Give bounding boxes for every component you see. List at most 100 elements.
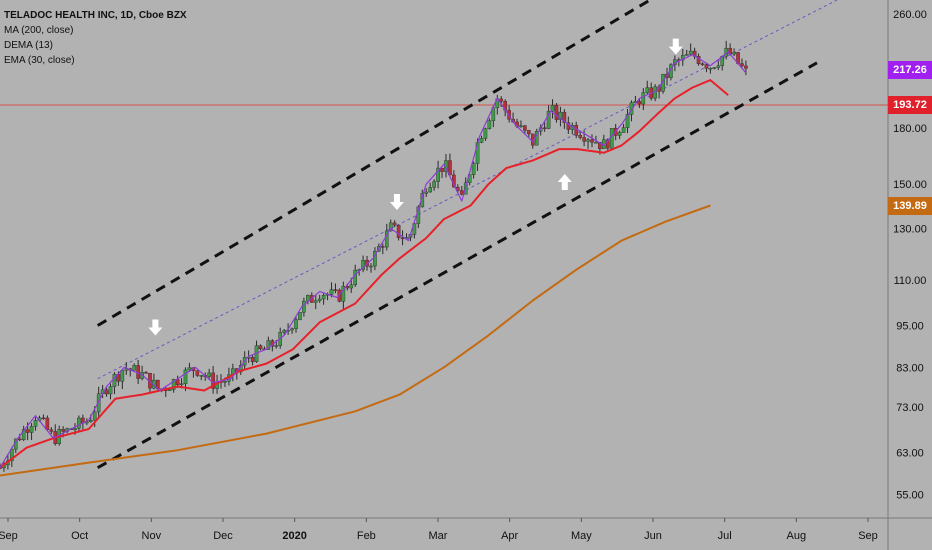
candle-body: [479, 138, 484, 143]
candle-body: [73, 428, 77, 430]
candle-body: [598, 142, 602, 149]
y-tick-label: 95.00: [896, 321, 924, 333]
x-tick-label: Oct: [71, 530, 88, 542]
candle-body: [459, 190, 464, 195]
arrow-down-icon: [148, 319, 163, 336]
candle-body: [171, 379, 176, 390]
candle-body: [744, 65, 748, 69]
ma200-line: [0, 204, 711, 477]
candle-body: [625, 114, 630, 128]
candle-body: [290, 328, 294, 331]
x-tick-label: Feb: [357, 530, 376, 542]
candle-body: [45, 417, 50, 430]
candle-body: [554, 105, 559, 120]
candle-body: [566, 122, 571, 130]
candle-body: [167, 389, 172, 391]
candle-body: [483, 128, 488, 139]
candle-body: [594, 142, 598, 144]
x-tick-label: Mar: [429, 530, 448, 542]
candle-body: [542, 127, 547, 129]
candle-body: [440, 167, 444, 172]
candle-body: [381, 246, 385, 248]
x-tick-label: Nov: [142, 530, 162, 542]
candle-body: [124, 368, 129, 371]
candle-body: [321, 295, 326, 300]
candle-body: [179, 383, 184, 386]
candle-body: [104, 389, 109, 395]
candle-body: [108, 386, 113, 395]
candle-body: [88, 420, 93, 422]
candle-body: [29, 426, 34, 433]
candle-body: [282, 330, 286, 333]
candle-body: [732, 52, 736, 55]
annotation-arrows: [148, 38, 683, 336]
candle-body: [432, 181, 436, 188]
chart-legend: TELADOC HEALTH INC, 1D, Cboe BZX MA (200…: [4, 8, 187, 68]
candle-body: [302, 300, 306, 313]
candle-body: [586, 139, 590, 142]
candle-body: [353, 269, 358, 286]
candle-body: [436, 167, 440, 182]
x-tick-label: Aug: [787, 530, 807, 542]
candle-body: [582, 137, 586, 142]
y-tick-label: 83.00: [896, 362, 924, 374]
y-tick-label: 73.00: [896, 402, 924, 414]
candle-body: [740, 63, 744, 67]
y-tick-label: 150.00: [893, 179, 927, 191]
candle-body: [250, 356, 255, 362]
channel-mid-line: [97, 0, 839, 380]
candle-body: [637, 101, 642, 105]
candle-body: [684, 54, 689, 56]
candle-body: [195, 370, 200, 376]
candle-body: [223, 381, 227, 383]
candle-body: [41, 417, 46, 420]
candle-body: [688, 50, 693, 55]
chart-title: TELADOC HEALTH INC, 1D, Cboe BZX: [4, 10, 187, 21]
candle-body: [258, 345, 263, 350]
candle-body: [49, 429, 54, 432]
legend-ma200: MA (200, close): [4, 25, 74, 36]
candle-body: [294, 319, 298, 329]
candle-body: [523, 125, 527, 131]
x-tick-label: Jul: [718, 530, 732, 542]
x-tick-label: Dec: [213, 530, 233, 542]
x-axis: Sep Oct Nov Dec 2020 Feb Mar Apr May Jun Jul Aug Sep: [0, 518, 878, 542]
candle-body: [333, 289, 338, 291]
candle-body: [519, 125, 523, 127]
candle-body: [329, 289, 334, 295]
candle-body: [298, 312, 302, 320]
candle-body: [266, 340, 271, 350]
candle-body: [25, 429, 30, 433]
candle-body: [369, 265, 373, 268]
x-tick-label: 2020: [282, 530, 306, 542]
candle-body: [313, 300, 318, 303]
y-tick-label: 260.00: [893, 9, 927, 21]
candle-body: [546, 111, 551, 129]
candle-body: [550, 105, 555, 112]
candle-body: [471, 163, 476, 175]
candle-body: [396, 224, 401, 238]
candle-body: [700, 63, 705, 65]
candle-body: [428, 187, 432, 193]
candle-body: [207, 372, 211, 377]
candle-body: [617, 132, 622, 136]
candle-body: [183, 369, 188, 385]
x-tick-label: Sep: [0, 530, 18, 542]
candle-body: [144, 372, 148, 374]
candle-body: [708, 67, 713, 70]
legend-ema30: EMA (30, close): [4, 55, 75, 66]
x-tick-label: Sep: [858, 530, 878, 542]
candle-body: [341, 286, 346, 302]
channel-upper-line: [96, 0, 654, 327]
candle-body: [392, 222, 397, 226]
candle-body: [132, 365, 136, 371]
y-tick-label: 63.00: [896, 448, 924, 460]
candle-body: [175, 379, 180, 385]
candle-body: [558, 111, 563, 120]
candle-body: [448, 160, 452, 176]
candle-body: [388, 222, 393, 232]
x-tick-label: Jun: [644, 530, 662, 542]
candle-body: [680, 55, 685, 61]
